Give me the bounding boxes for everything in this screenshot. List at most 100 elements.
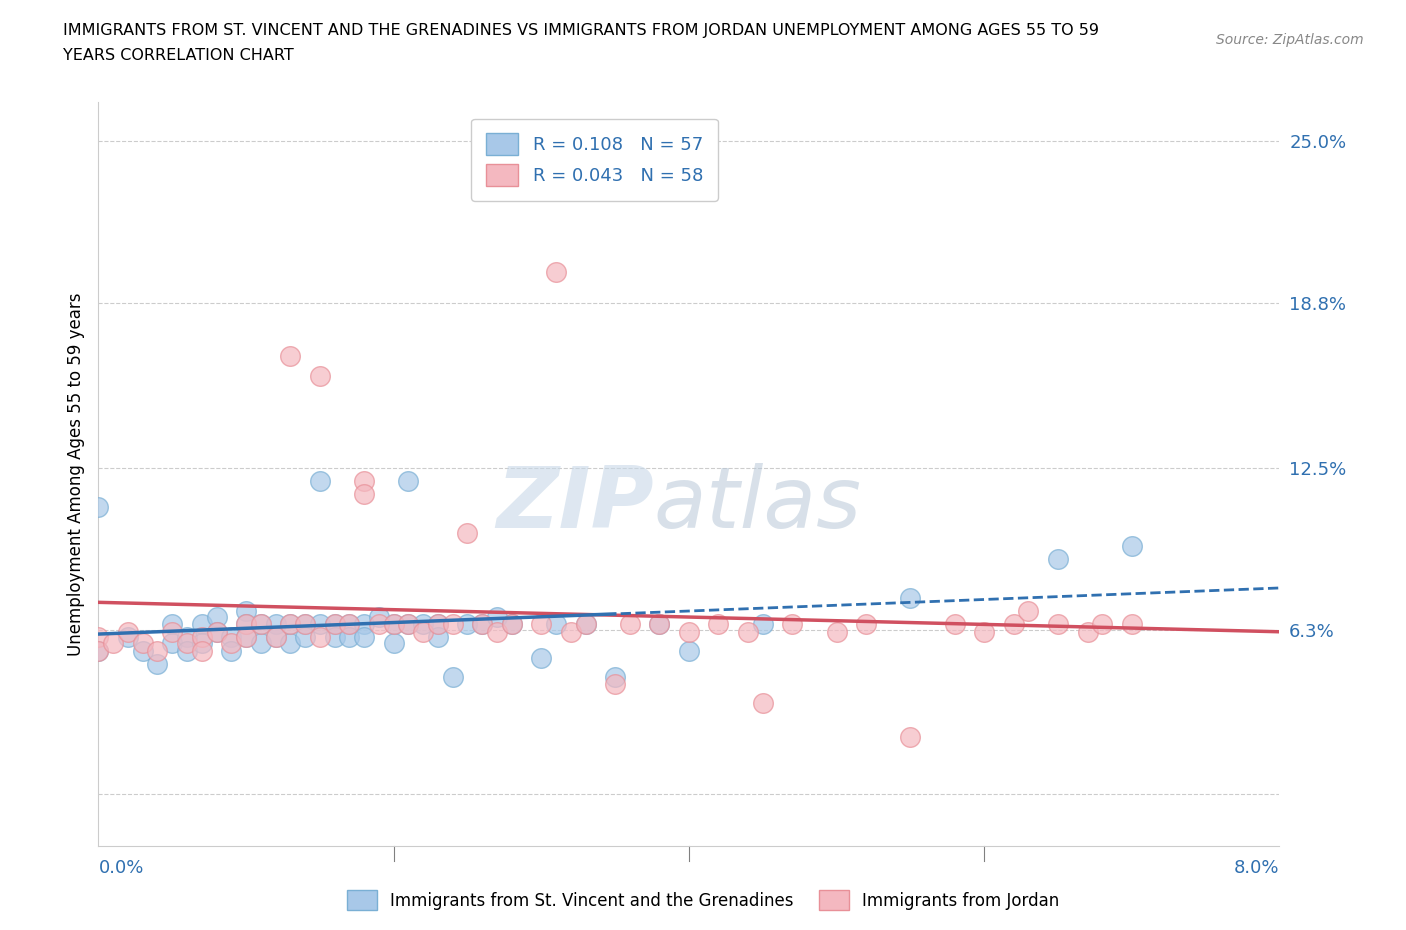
Point bbox=[191, 630, 214, 644]
Point bbox=[1018, 604, 1040, 618]
Point bbox=[309, 473, 332, 488]
Point bbox=[339, 630, 361, 644]
Point bbox=[235, 630, 257, 644]
Point bbox=[457, 617, 479, 631]
Point bbox=[943, 617, 966, 631]
Point bbox=[162, 625, 183, 640]
Point bbox=[530, 651, 553, 666]
Point bbox=[737, 625, 759, 640]
Point bbox=[280, 617, 302, 631]
Point bbox=[353, 473, 375, 488]
Text: ZIP: ZIP bbox=[496, 462, 654, 546]
Point bbox=[176, 630, 198, 644]
Point bbox=[546, 264, 568, 279]
Point bbox=[146, 643, 169, 658]
Point bbox=[87, 499, 110, 514]
Point bbox=[280, 617, 302, 631]
Point bbox=[87, 630, 110, 644]
Point bbox=[678, 625, 700, 640]
Point bbox=[546, 617, 568, 631]
Legend: Immigrants from St. Vincent and the Grenadines, Immigrants from Jordan: Immigrants from St. Vincent and the Gren… bbox=[340, 884, 1066, 917]
Point bbox=[501, 617, 523, 631]
Text: YEARS CORRELATION CHART: YEARS CORRELATION CHART bbox=[63, 48, 294, 63]
Point bbox=[323, 617, 346, 631]
Point bbox=[575, 617, 598, 631]
Text: 8.0%: 8.0% bbox=[1234, 859, 1279, 877]
Point bbox=[132, 635, 155, 650]
Point bbox=[280, 635, 302, 650]
Point bbox=[825, 625, 848, 640]
Point bbox=[221, 635, 243, 650]
Point bbox=[782, 617, 804, 631]
Point bbox=[900, 729, 922, 744]
Point bbox=[752, 696, 775, 711]
Point bbox=[353, 617, 375, 631]
Point bbox=[560, 625, 582, 640]
Point bbox=[368, 609, 391, 624]
Point bbox=[235, 617, 257, 631]
Point bbox=[648, 617, 671, 631]
Point bbox=[427, 630, 450, 644]
Point bbox=[221, 630, 243, 644]
Point bbox=[382, 617, 405, 631]
Point bbox=[619, 617, 641, 631]
Point bbox=[368, 617, 391, 631]
Point bbox=[162, 635, 183, 650]
Y-axis label: Unemployment Among Ages 55 to 59 years: Unemployment Among Ages 55 to 59 years bbox=[66, 293, 84, 656]
Point bbox=[471, 617, 494, 631]
Point bbox=[191, 617, 214, 631]
Point bbox=[486, 609, 509, 624]
Point bbox=[412, 617, 434, 631]
Point bbox=[87, 643, 110, 658]
Point bbox=[1091, 617, 1114, 631]
Point bbox=[398, 473, 420, 488]
Point bbox=[471, 617, 494, 631]
Text: Source: ZipAtlas.com: Source: ZipAtlas.com bbox=[1216, 33, 1364, 46]
Point bbox=[221, 643, 243, 658]
Text: 0.0%: 0.0% bbox=[98, 859, 143, 877]
Point bbox=[1046, 551, 1070, 566]
Point bbox=[900, 591, 922, 605]
Point bbox=[398, 617, 420, 631]
Point bbox=[427, 617, 450, 631]
Point bbox=[264, 630, 287, 644]
Point bbox=[280, 348, 302, 363]
Point bbox=[398, 617, 420, 631]
Point bbox=[382, 617, 405, 631]
Point bbox=[294, 617, 316, 631]
Point bbox=[486, 625, 509, 640]
Point bbox=[176, 635, 198, 650]
Point bbox=[250, 617, 273, 631]
Point bbox=[441, 617, 464, 631]
Point bbox=[575, 617, 598, 631]
Point bbox=[707, 617, 730, 631]
Point bbox=[323, 630, 346, 644]
Point bbox=[176, 643, 198, 658]
Point bbox=[117, 630, 139, 644]
Point bbox=[294, 617, 316, 631]
Point bbox=[132, 643, 155, 658]
Point bbox=[146, 657, 169, 671]
Point bbox=[441, 670, 464, 684]
Legend: R = 0.108   N = 57, R = 0.043   N = 58: R = 0.108 N = 57, R = 0.043 N = 58 bbox=[471, 119, 717, 201]
Text: atlas: atlas bbox=[654, 462, 862, 546]
Point bbox=[264, 617, 287, 631]
Point bbox=[323, 617, 346, 631]
Point bbox=[1077, 625, 1099, 640]
Point bbox=[973, 625, 995, 640]
Point bbox=[205, 609, 228, 624]
Point bbox=[264, 630, 287, 644]
Point bbox=[1002, 617, 1025, 631]
Point bbox=[1121, 617, 1143, 631]
Point bbox=[235, 630, 257, 644]
Point bbox=[117, 625, 139, 640]
Point bbox=[162, 617, 183, 631]
Point bbox=[205, 625, 228, 640]
Point bbox=[87, 643, 110, 658]
Point bbox=[501, 617, 523, 631]
Point bbox=[678, 643, 700, 658]
Point bbox=[250, 617, 273, 631]
Point bbox=[605, 670, 627, 684]
Point bbox=[648, 617, 671, 631]
Point bbox=[103, 635, 125, 650]
